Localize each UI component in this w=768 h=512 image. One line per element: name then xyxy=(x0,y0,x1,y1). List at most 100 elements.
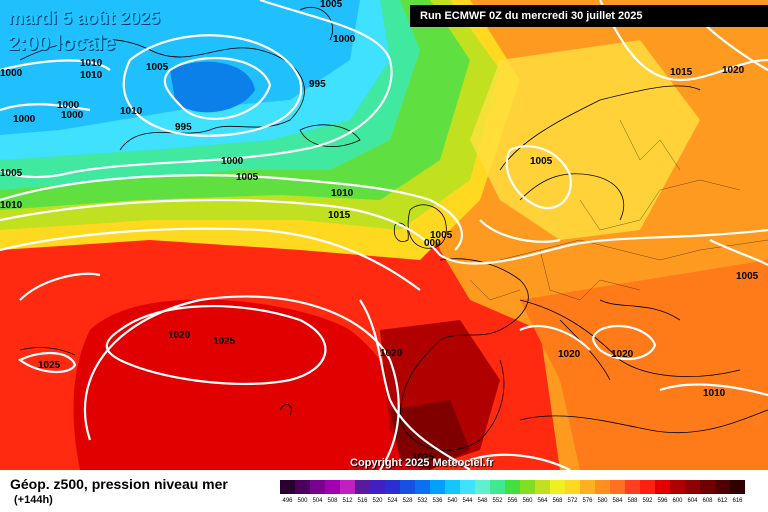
scale-swatch xyxy=(610,480,625,494)
isobar-label: 995 xyxy=(309,79,326,90)
isobar-label-group: 1005 1000 1000 1010 1010 1005 995 1000 1… xyxy=(0,0,759,463)
color-scale-labels: 496 500 504 508 512 516 520 524 528 532 536 540 544 5… xyxy=(280,498,745,504)
isobars xyxy=(0,0,768,470)
scale-label: 584 xyxy=(612,498,623,504)
field-low-blue xyxy=(170,61,255,113)
scale-swatch xyxy=(550,480,565,494)
scale-swatch xyxy=(280,480,295,494)
isobar-label: 1010 xyxy=(331,188,354,199)
scale-swatch xyxy=(475,480,490,494)
scale-swatch xyxy=(715,480,730,494)
isobar-label: 1025 xyxy=(412,452,435,463)
isobar-label: 1005 xyxy=(736,271,759,282)
scale-swatch xyxy=(700,480,715,494)
scale-label: 608 xyxy=(702,498,713,504)
field-iberia-darkest xyxy=(390,400,470,470)
scale-label: 504 xyxy=(312,498,323,504)
isobar-label: 995 xyxy=(175,122,192,133)
isobar-label: 1000 xyxy=(13,114,36,125)
isobar-label: 1005 xyxy=(146,62,169,73)
scale-swatch xyxy=(400,480,415,494)
scale-label: 568 xyxy=(552,498,563,504)
scale-swatch xyxy=(415,480,430,494)
forecast-date: mardi 5 août 2025 xyxy=(8,8,161,28)
map-canvas: 1005 1000 1000 1010 1010 1005 995 1000 1… xyxy=(0,0,768,470)
scale-label: 616 xyxy=(732,498,743,504)
scale-swatch xyxy=(730,480,745,494)
scale-swatch xyxy=(445,480,460,494)
run-info: Run ECMWF 0Z du mercredi 30 juillet 2025 xyxy=(410,5,768,27)
scale-label: 508 xyxy=(327,498,338,504)
isobar-label: 1020 xyxy=(168,330,191,341)
isobar-label: 1010 xyxy=(120,106,143,117)
scale-swatch xyxy=(640,480,655,494)
scale-swatch xyxy=(340,480,355,494)
scale-swatch xyxy=(670,480,685,494)
isobar-label: 1010 xyxy=(703,388,726,399)
scale-label: 588 xyxy=(627,498,638,504)
footer-title: Géop. z500, pression niveau mer xyxy=(10,476,228,492)
forecast-time: 2:00 locale xyxy=(8,32,116,55)
scale-label: 516 xyxy=(357,498,368,504)
isobar-label: 1020 xyxy=(611,349,634,360)
scale-swatch xyxy=(655,480,670,494)
isobar-label: 1025 xyxy=(38,360,61,371)
scale-swatch xyxy=(505,480,520,494)
scale-swatch xyxy=(430,480,445,494)
isobar-label: 1015 xyxy=(328,210,351,221)
scale-swatch xyxy=(385,480,400,494)
scale-label: 540 xyxy=(447,498,458,504)
isobar-label: 1020 xyxy=(722,65,745,76)
isobar-label: 1000 xyxy=(61,110,84,121)
scale-label: 600 xyxy=(672,498,683,504)
scale-label: 576 xyxy=(582,498,593,504)
scale-label: 604 xyxy=(687,498,698,504)
isobar-label: 1000 xyxy=(0,68,23,79)
isobar-label: 000 xyxy=(424,238,441,249)
scale-label: 532 xyxy=(417,498,428,504)
isobar-label: 1015 xyxy=(670,67,693,78)
isobar-label: 1020 xyxy=(558,349,581,360)
isobar-label: 1000 xyxy=(221,156,244,167)
scale-label: 556 xyxy=(507,498,518,504)
scale-swatch xyxy=(565,480,580,494)
scale-label: 500 xyxy=(297,498,308,504)
isobar-label: 1000 xyxy=(333,34,356,45)
forecast-map: 1005 1000 1000 1010 1010 1005 995 1000 1… xyxy=(0,0,768,470)
scale-swatch xyxy=(355,480,370,494)
isobar-label: 1020 xyxy=(380,348,403,359)
scale-label: 612 xyxy=(717,498,728,504)
isobar-label: 1005 xyxy=(320,0,343,10)
scale-label: 572 xyxy=(567,498,578,504)
isobar-label: 1005 xyxy=(530,156,553,167)
scale-label: 592 xyxy=(642,498,653,504)
isobar-label: 1010 xyxy=(80,70,103,81)
scale-label: 580 xyxy=(597,498,608,504)
scale-swatch xyxy=(625,480,640,494)
scale-swatch xyxy=(370,480,385,494)
isobar-label: 1005 xyxy=(430,230,453,241)
scale-label: 520 xyxy=(372,498,383,504)
footer-subtitle: (+144h) xyxy=(14,494,53,506)
scale-swatch xyxy=(580,480,595,494)
isobar-label: 1000 xyxy=(57,100,80,111)
scale-swatch xyxy=(460,480,475,494)
isobar-label: 1010 xyxy=(0,200,23,211)
isobar-label: 1010 xyxy=(80,58,103,69)
scale-swatch xyxy=(535,480,550,494)
scale-label: 524 xyxy=(387,498,398,504)
isobar-label: 1005 xyxy=(0,168,23,179)
isobar-label: 1005 xyxy=(236,172,259,183)
scale-label: 560 xyxy=(522,498,533,504)
scale-swatch xyxy=(685,480,700,494)
scale-label: 496 xyxy=(282,498,293,504)
scale-swatch xyxy=(520,480,535,494)
scale-label: 544 xyxy=(462,498,473,504)
scale-swatch xyxy=(295,480,310,494)
scale-swatch xyxy=(310,480,325,494)
scale-label: 548 xyxy=(477,498,488,504)
scale-label: 536 xyxy=(432,498,443,504)
scale-label: 552 xyxy=(492,498,503,504)
scale-swatch xyxy=(490,480,505,494)
scale-label: 512 xyxy=(342,498,353,504)
